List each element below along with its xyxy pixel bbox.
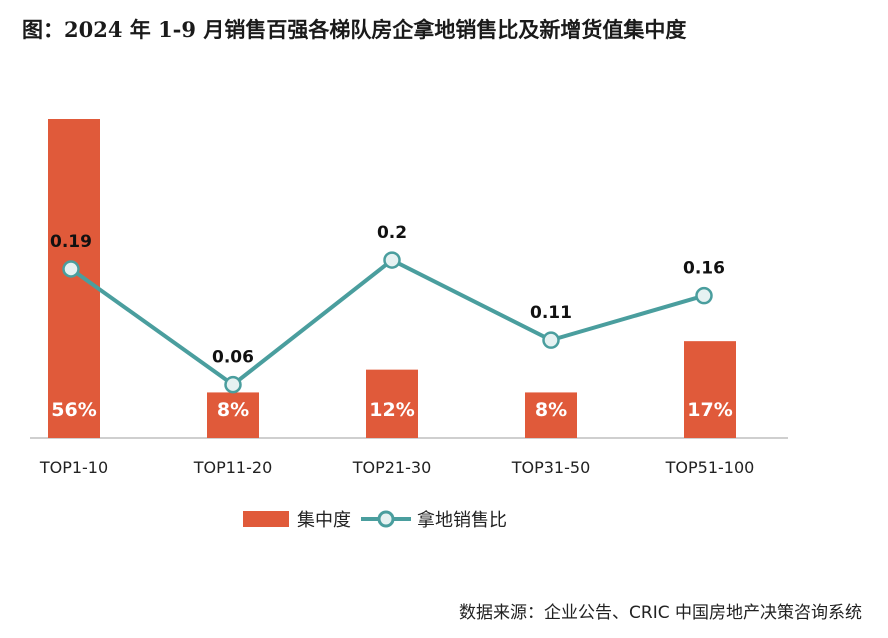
line-label: 0.2 (377, 223, 407, 243)
line-label: 0.16 (683, 259, 725, 279)
legend: 集中度 拿地销售比 (243, 504, 507, 534)
combo-chart: 56% 8% 12% 8% 17% 0.19 0.06 0.2 0.11 0.16 TOP1-1… (30, 119, 788, 477)
source-note: 数据来源：企业公告、CRIC 中国房地产决策咨询系统 (459, 603, 862, 623)
legend-bar-label: 集中度 (297, 510, 351, 531)
bar-TOP11-20 (207, 392, 259, 438)
bar-TOP21-30 (366, 369, 418, 438)
line-point (695, 286, 713, 305)
bar-data-labels: 56% 8% 12% 8% 17% (51, 399, 732, 421)
bar-label: 56% (51, 399, 96, 421)
bar-label: 12% (369, 399, 414, 421)
line-point (224, 375, 242, 394)
legend-bar-swatch (243, 511, 289, 527)
line-point (62, 260, 80, 278)
bar-label: 8% (535, 399, 567, 421)
bar-TOP31-50 (525, 392, 577, 438)
legend-line-swatch (361, 510, 411, 528)
line-point (542, 331, 560, 349)
x-tick-label: TOP21-30 (352, 458, 432, 477)
x-tick-label: TOP1-10 (39, 458, 108, 477)
bar-TOP1-10 (48, 119, 100, 438)
line-label: 0.06 (212, 348, 254, 368)
line-label: 0.11 (530, 303, 572, 323)
bar-label: 8% (217, 399, 249, 421)
x-tick-label: TOP11-20 (193, 458, 273, 477)
line-points (62, 251, 713, 394)
x-tick-labels: TOP1-10 TOP11-20 TOP21-30 TOP31-50 TOP51-100 (39, 458, 755, 477)
chart-title: 图：2024 年 1-9 月销售百强各梯队房企拿地销售比及新增货值集中度 (22, 17, 687, 42)
line-data-labels: 0.19 0.06 0.2 0.11 0.16 (50, 223, 725, 368)
legend-line-label: 拿地销售比 (417, 510, 507, 531)
line-series (69, 257, 705, 388)
bar-label: 17% (687, 399, 732, 421)
bar-TOP51-100 (684, 341, 736, 438)
line-point (383, 251, 401, 269)
x-tick-label: TOP31-50 (511, 458, 591, 477)
bar-series (48, 119, 736, 438)
line-label: 0.19 (50, 232, 92, 252)
x-tick-label: TOP51-100 (665, 458, 755, 477)
